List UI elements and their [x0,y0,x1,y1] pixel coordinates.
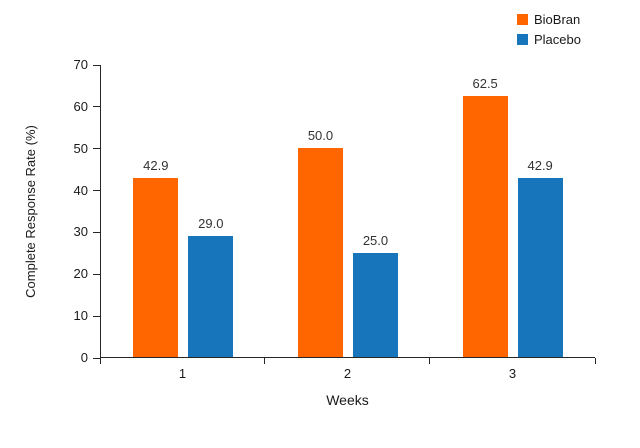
legend-item-placebo: Placebo [517,32,581,47]
plot-area: 42.9 29.0 50.0 25.0 62.5 42.9 [100,65,595,358]
x-tick-mark [264,358,266,364]
y-tick-label: 60 [73,98,88,114]
bar-wrap: 42.9 [133,65,179,357]
y-tick-mark [93,64,100,66]
bar-biobran-week-1 [133,178,179,357]
x-tick-mark [429,358,431,364]
bar-biobran-week-2 [297,148,343,357]
x-tick-mark [594,358,596,364]
legend-swatch-placebo [517,34,528,45]
legend-item-biobran: BioBran [517,12,581,27]
bar-placebo-week-3 [517,178,563,357]
y-tick-label: 40 [73,182,88,198]
bar-value-label: 50.0 [307,128,334,144]
bar-wrap: 42.9 [517,65,563,357]
y-tick-label: 20 [73,266,88,282]
bar-group-week-1: 42.9 29.0 [133,65,234,357]
bar-value-label: 42.9 [143,158,169,174]
bar-placebo-week-2 [352,252,398,357]
legend-swatch-biobran [517,14,528,25]
x-axis-labels: 1 2 3 [100,366,595,381]
y-tick-mark [93,106,100,108]
x-axis-ticks [99,358,596,364]
bar-value-label: 42.9 [527,158,553,174]
bar-wrap: 62.5 [462,65,508,357]
y-tick-mark [93,231,100,233]
legend: BioBran Placebo [517,12,581,47]
bar-group-week-2: 50.0 25.0 [297,65,398,357]
bar-value-label: 62.5 [472,76,498,92]
bar-wrap: 25.0 [352,65,398,357]
y-tick-label: 30 [73,224,88,240]
bar-biobran-week-3 [462,96,508,357]
bar-value-label: 25.0 [362,232,389,248]
x-category-label-3: 3 [508,366,517,381]
y-tick-label: 70 [73,57,88,72]
y-tick-mark [93,190,100,192]
bar-wrap: 29.0 [188,65,234,357]
legend-label-biobran: BioBran [534,12,581,27]
x-category-label-2: 2 [343,366,352,381]
y-tick-label: 50 [73,140,88,156]
bar-value-label: 29.0 [198,216,224,232]
y-tick-mark [93,315,100,317]
y-tick-mark [93,273,100,275]
bar-wrap: 50.0 [297,65,343,357]
x-category-label-1: 1 [178,366,187,381]
y-tick-mark [93,357,100,359]
legend-label-placebo: Placebo [534,32,581,47]
y-tick-mark [93,148,100,150]
x-tick-mark [99,358,101,364]
y-tick-label: 0 [80,350,88,365]
bar-group-week-3: 62.5 42.9 [462,65,563,357]
y-tick-label: 10 [73,308,88,324]
bar-placebo-week-1 [188,236,234,357]
x-axis-title: Weeks [326,392,369,408]
y-axis-title-text: Complete Response Rate (%) [22,124,38,298]
